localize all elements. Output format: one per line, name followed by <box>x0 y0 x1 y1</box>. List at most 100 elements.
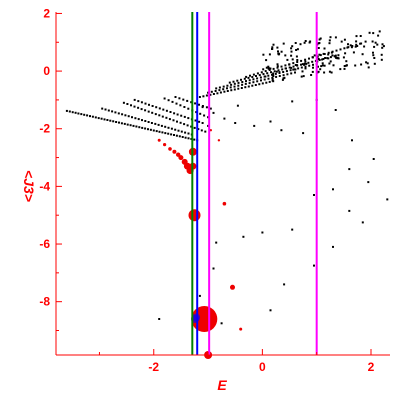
data-point <box>103 118 106 121</box>
data-point <box>320 65 323 68</box>
data-point <box>262 73 265 76</box>
data-point <box>147 110 150 113</box>
data-point <box>282 71 285 73</box>
data-point <box>181 136 184 138</box>
data-point <box>202 95 205 98</box>
data-point <box>230 83 233 86</box>
data-point <box>303 62 306 65</box>
data-point <box>330 51 333 54</box>
data-point <box>198 294 201 297</box>
data-point <box>318 38 321 41</box>
data-point <box>209 107 212 110</box>
data-point <box>337 57 340 60</box>
data-point <box>226 87 228 90</box>
data-point <box>290 50 293 53</box>
highlight-point <box>217 139 221 142</box>
data-point <box>317 47 320 49</box>
data-point <box>286 58 289 61</box>
data-point <box>127 115 130 118</box>
data-point <box>187 132 190 135</box>
data-point <box>363 45 366 48</box>
data-point <box>311 60 314 63</box>
data-point <box>262 68 265 71</box>
x-tick-label: 0 <box>259 360 266 374</box>
data-point <box>275 70 278 73</box>
data-point <box>248 82 251 85</box>
data-point <box>100 117 103 120</box>
data-point <box>154 113 157 116</box>
data-point <box>289 69 292 72</box>
data-point <box>169 111 172 113</box>
data-point <box>282 74 285 77</box>
data-point <box>292 62 295 65</box>
data-point <box>356 45 359 47</box>
data-point <box>349 44 352 47</box>
data-point <box>222 85 225 88</box>
data-point <box>215 241 218 244</box>
data-point <box>258 74 261 77</box>
data-point <box>323 64 326 67</box>
data-point <box>281 78 284 81</box>
data-point <box>322 58 325 60</box>
y-tick-label: 0 <box>43 64 50 78</box>
data-point <box>198 96 201 98</box>
data-point <box>144 120 147 122</box>
data-point <box>263 78 266 81</box>
data-point <box>285 70 288 73</box>
data-point <box>195 111 198 114</box>
data-point <box>117 112 120 115</box>
highlight-point <box>230 284 235 290</box>
data-point <box>177 129 180 132</box>
data-point <box>251 84 254 87</box>
data-point <box>359 35 362 37</box>
data-point <box>245 75 248 78</box>
data-point <box>141 119 143 122</box>
data-point <box>339 48 342 51</box>
data-point <box>271 48 273 50</box>
data-point <box>187 107 190 110</box>
data-point <box>236 104 239 107</box>
data-point <box>232 80 235 83</box>
data-point <box>226 90 229 92</box>
data-point <box>272 43 275 46</box>
data-point <box>271 79 274 82</box>
data-point <box>374 41 377 44</box>
data-point <box>165 116 168 119</box>
data-point <box>291 228 294 231</box>
data-point <box>310 74 313 76</box>
data-point <box>312 63 314 66</box>
data-point <box>252 78 255 81</box>
data-point <box>233 82 236 85</box>
vertical-lines <box>191 12 318 355</box>
data-point <box>265 66 268 69</box>
data-point <box>114 111 117 114</box>
data-point <box>345 60 348 63</box>
data-point <box>167 132 170 135</box>
data-point <box>204 130 207 133</box>
data-point <box>155 130 158 133</box>
data-point <box>210 90 213 93</box>
data-point <box>324 57 327 59</box>
data-point <box>373 62 376 65</box>
data-point <box>269 309 272 312</box>
data-point <box>168 118 171 121</box>
data-point <box>164 125 167 128</box>
data-point <box>106 119 109 121</box>
data-point <box>184 131 187 134</box>
data-point <box>267 67 270 70</box>
data-point <box>308 57 310 60</box>
data-point <box>284 67 287 70</box>
highlight-point <box>178 155 184 161</box>
data-point <box>280 50 283 53</box>
data-point <box>342 56 345 59</box>
data-point <box>373 45 376 48</box>
data-point <box>165 109 168 112</box>
data-point <box>228 81 231 84</box>
data-point <box>89 115 91 118</box>
data-point <box>268 80 271 83</box>
data-point <box>308 41 311 44</box>
data-point <box>276 46 279 49</box>
data-point <box>130 104 132 107</box>
data-point <box>291 45 294 48</box>
data-point <box>283 283 286 286</box>
